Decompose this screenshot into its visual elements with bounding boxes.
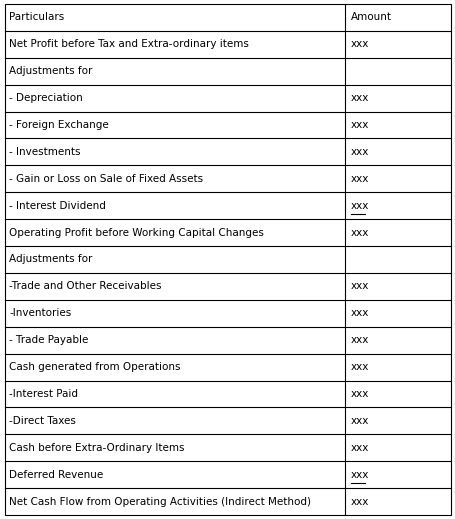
Text: xxx: xxx bbox=[350, 497, 369, 507]
Text: Net Profit before Tax and Extra-ordinary items: Net Profit before Tax and Extra-ordinary… bbox=[9, 39, 248, 49]
Text: Net Cash Flow from Operating Activities (Indirect Method): Net Cash Flow from Operating Activities … bbox=[9, 497, 310, 507]
Text: xxx: xxx bbox=[350, 416, 369, 426]
Text: xxx: xxx bbox=[350, 281, 369, 291]
Text: xxx: xxx bbox=[350, 39, 369, 49]
Text: - Trade Payable: - Trade Payable bbox=[9, 335, 88, 345]
Text: Amount: Amount bbox=[350, 12, 391, 22]
Text: Adjustments for: Adjustments for bbox=[9, 66, 92, 76]
Text: Particulars: Particulars bbox=[9, 12, 64, 22]
Text: - Gain or Loss on Sale of Fixed Assets: - Gain or Loss on Sale of Fixed Assets bbox=[9, 174, 202, 184]
Text: xxx: xxx bbox=[350, 201, 369, 211]
Text: - Investments: - Investments bbox=[9, 147, 81, 157]
Text: Deferred Revenue: Deferred Revenue bbox=[9, 470, 103, 480]
Text: xxx: xxx bbox=[350, 389, 369, 399]
Text: -Direct Taxes: -Direct Taxes bbox=[9, 416, 76, 426]
Text: - Depreciation: - Depreciation bbox=[9, 93, 82, 103]
Text: Cash before Extra-Ordinary Items: Cash before Extra-Ordinary Items bbox=[9, 443, 184, 453]
Text: - Interest Dividend: - Interest Dividend bbox=[9, 201, 106, 211]
Text: xxx: xxx bbox=[350, 93, 369, 103]
Text: xxx: xxx bbox=[350, 335, 369, 345]
Text: xxx: xxx bbox=[350, 443, 369, 453]
Text: -Interest Paid: -Interest Paid bbox=[9, 389, 78, 399]
Text: Operating Profit before Working Capital Changes: Operating Profit before Working Capital … bbox=[9, 228, 263, 238]
Text: xxx: xxx bbox=[350, 147, 369, 157]
Text: Adjustments for: Adjustments for bbox=[9, 254, 92, 265]
Text: Cash generated from Operations: Cash generated from Operations bbox=[9, 362, 180, 372]
Text: xxx: xxx bbox=[350, 120, 369, 130]
Text: xxx: xxx bbox=[350, 228, 369, 238]
Text: xxx: xxx bbox=[350, 362, 369, 372]
Text: - Foreign Exchange: - Foreign Exchange bbox=[9, 120, 108, 130]
Text: -Inventories: -Inventories bbox=[9, 308, 71, 318]
Text: -Trade and Other Receivables: -Trade and Other Receivables bbox=[9, 281, 161, 291]
Text: xxx: xxx bbox=[350, 174, 369, 184]
Text: xxx: xxx bbox=[350, 308, 369, 318]
Text: xxx: xxx bbox=[350, 470, 369, 480]
